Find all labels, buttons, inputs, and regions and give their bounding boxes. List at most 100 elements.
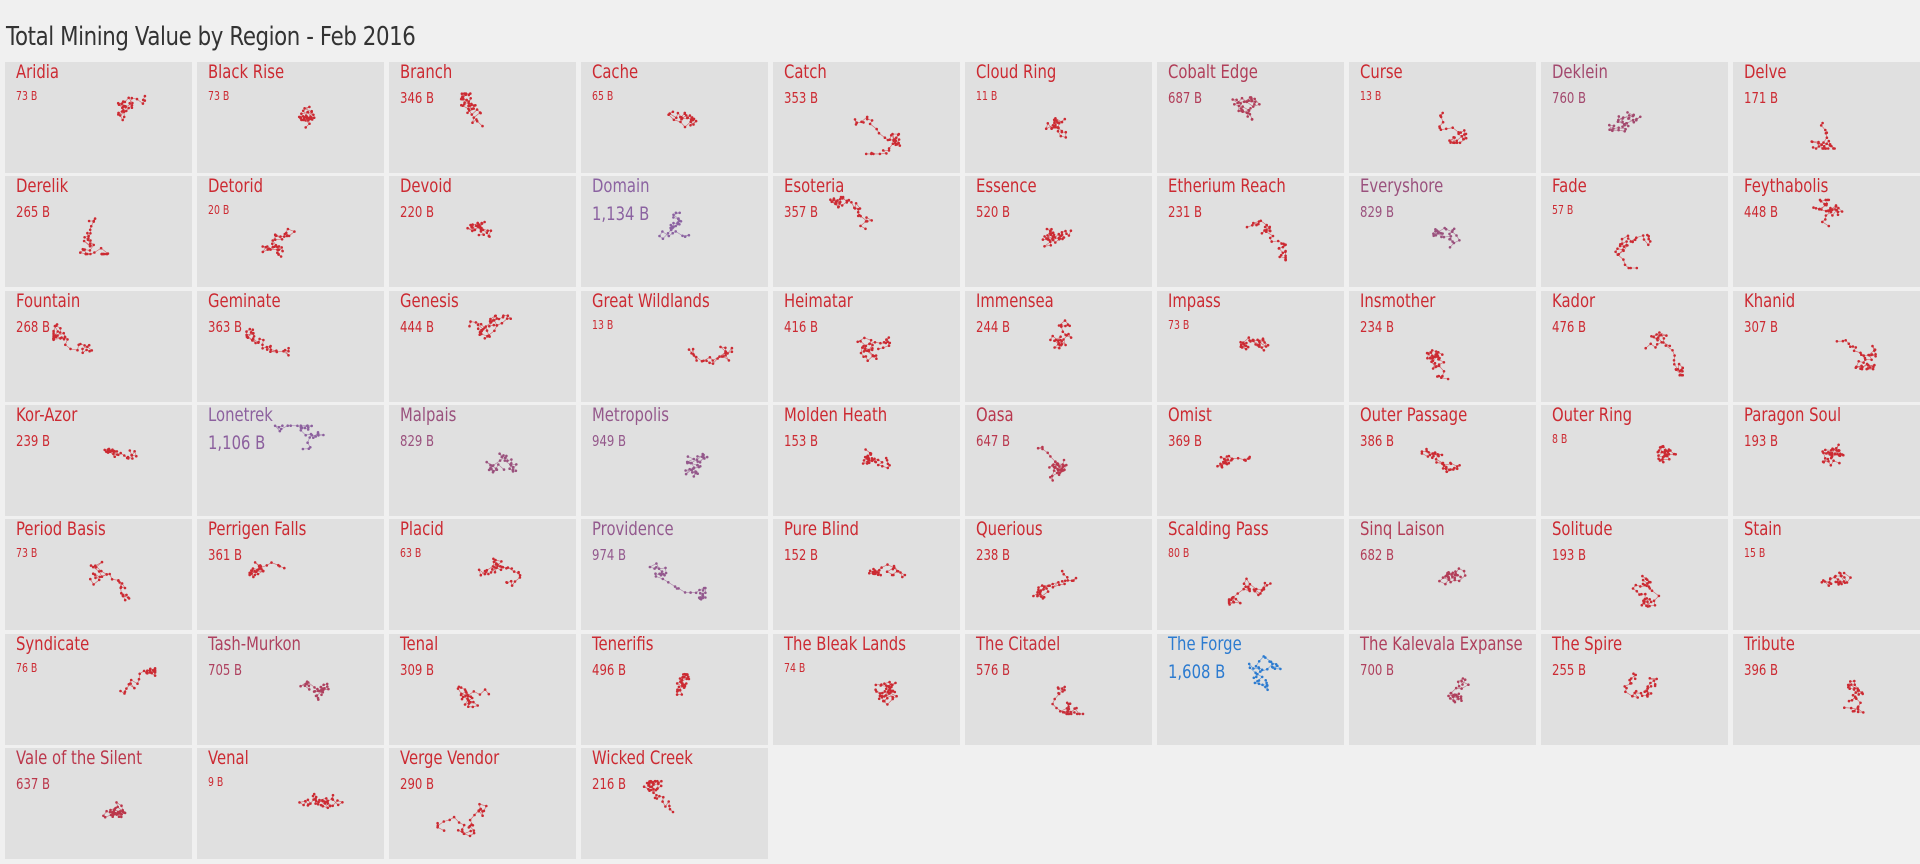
system-point: [331, 793, 335, 797]
region-value: 239 B: [16, 432, 51, 450]
system-point: [466, 697, 469, 700]
region-name: Vale of the Silent: [16, 748, 143, 769]
system-point: [1870, 358, 1873, 362]
system-point: [1432, 234, 1435, 238]
system-point: [878, 692, 882, 695]
system-point: [671, 810, 675, 814]
region-tile: Curse 13 B: [1349, 62, 1536, 173]
system-point: [1239, 601, 1242, 605]
system-point: [118, 114, 122, 117]
system-point: [1440, 235, 1443, 239]
system-point: [286, 227, 290, 231]
system-point: [664, 571, 668, 575]
system-point: [1268, 225, 1272, 229]
system-point: [273, 238, 277, 241]
system-point: [895, 136, 898, 139]
region-name: Venal: [208, 748, 249, 769]
system-point: [469, 223, 472, 227]
system-point: [1257, 682, 1261, 686]
region-network-plot: [1032, 569, 1078, 600]
system-point: [1444, 127, 1448, 131]
system-point: [1046, 451, 1049, 455]
system-point: [1266, 343, 1270, 347]
system-point: [1216, 464, 1219, 468]
system-point: [687, 348, 691, 351]
system-point: [488, 235, 491, 238]
system-point: [249, 331, 253, 334]
system-point: [689, 124, 692, 127]
system-point: [325, 800, 329, 803]
system-point: [118, 581, 121, 584]
system-point: [1616, 247, 1619, 250]
system-point: [1247, 336, 1251, 339]
system-point: [1631, 587, 1635, 590]
system-point: [1057, 232, 1061, 236]
system-point: [101, 252, 104, 256]
system-point: [667, 234, 671, 238]
system-point: [471, 705, 475, 709]
system-point: [86, 231, 89, 235]
system-point: [1625, 240, 1628, 243]
system-point: [1826, 457, 1830, 461]
system-point: [1649, 692, 1653, 695]
system-point: [304, 119, 307, 122]
system-point: [131, 457, 134, 460]
system-point: [881, 464, 884, 468]
system-point: [1425, 449, 1428, 453]
system-point: [691, 471, 694, 474]
system-point: [1248, 582, 1252, 586]
system-point: [510, 458, 513, 461]
system-point: [1058, 471, 1061, 475]
system-point: [307, 681, 310, 684]
system-point: [1827, 584, 1831, 587]
region-value: 238 B: [976, 546, 1011, 564]
system-point: [123, 690, 127, 693]
region-network-plot: [853, 115, 902, 156]
system-point: [887, 336, 891, 339]
system-point: [662, 572, 665, 576]
system-point: [501, 315, 505, 319]
system-point: [483, 326, 486, 330]
system-point: [1847, 685, 1850, 689]
region-name: Devoid: [400, 176, 452, 197]
system-point: [1608, 128, 1611, 131]
system-point: [130, 96, 134, 100]
system-point: [286, 424, 289, 427]
system-point: [1056, 126, 1059, 129]
region-tile: Genesis 444 B: [389, 291, 576, 402]
system-point: [1457, 692, 1461, 696]
system-point: [460, 828, 464, 831]
region-tile: Metropolis 949 B: [581, 405, 768, 516]
system-point: [1660, 450, 1664, 454]
system-point: [1823, 202, 1826, 206]
system-point: [1435, 365, 1438, 368]
region-network-plot: [1843, 679, 1865, 714]
system-point: [1451, 694, 1454, 697]
region-value: 268 B: [16, 318, 51, 336]
system-point: [1060, 580, 1064, 583]
system-point: [855, 121, 859, 124]
region-value: 255 B: [1552, 661, 1587, 679]
system-point: [1840, 210, 1844, 213]
system-point: [112, 452, 115, 456]
system-point: [1279, 253, 1283, 257]
system-point: [694, 119, 698, 123]
region-network-plot: [874, 680, 898, 706]
system-point: [699, 598, 703, 601]
system-point: [1822, 451, 1825, 455]
system-point: [1448, 238, 1451, 241]
system-point: [305, 114, 308, 118]
system-point: [891, 132, 894, 136]
system-point: [478, 802, 481, 806]
system-point: [306, 111, 310, 114]
system-point: [1445, 465, 1448, 469]
system-point: [146, 669, 149, 672]
system-point: [883, 695, 886, 698]
system-point: [1450, 230, 1454, 233]
system-point: [652, 787, 655, 791]
system-point: [1649, 681, 1652, 685]
system-point: [278, 429, 282, 433]
system-point: [474, 321, 478, 324]
region-name: Heimatar: [784, 291, 853, 312]
system-point: [509, 317, 512, 320]
